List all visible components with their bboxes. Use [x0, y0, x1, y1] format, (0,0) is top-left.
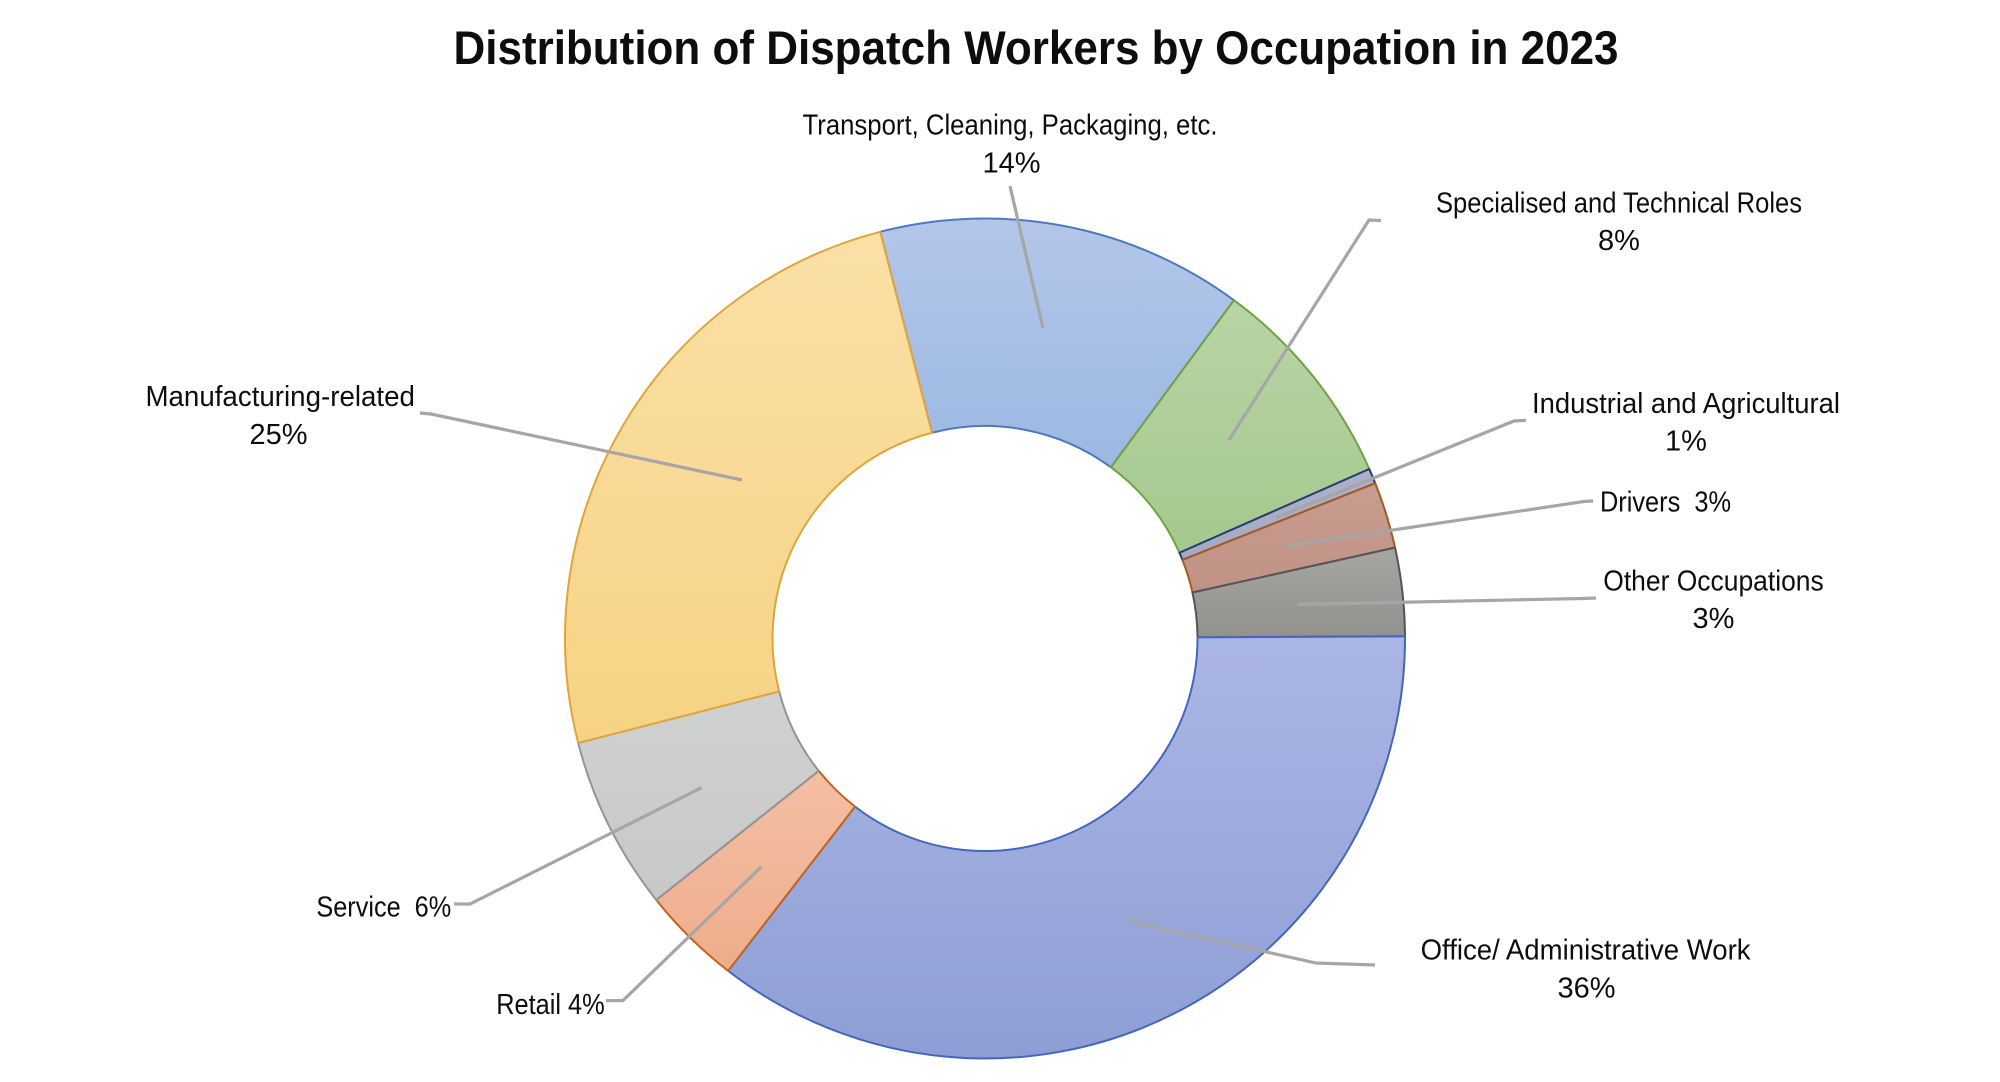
svg-text:8%: 8% [1598, 225, 1640, 257]
svg-text:Specialised and Technical Role: Specialised and Technical Roles [1436, 188, 1802, 220]
svg-text:Industrial and Agricultural: Industrial and Agricultural [1532, 388, 1840, 420]
svg-text:1%: 1% [1665, 426, 1707, 458]
svg-text:3%: 3% [1693, 603, 1735, 635]
svg-text:Transport, Cleaning, Packaging: Transport, Cleaning, Packaging, etc. [803, 109, 1218, 141]
svg-text:Office/ Administrative Work: Office/ Administrative Work [1421, 934, 1751, 966]
svg-text:Distribution of Dispatch Worke: Distribution of Dispatch Workers by Occu… [454, 21, 1619, 74]
svg-text:Retail 4%: Retail 4% [496, 989, 605, 1021]
svg-text:Manufacturing-related: Manufacturing-related [145, 381, 415, 413]
svg-text:Drivers 3%: Drivers 3% [1600, 487, 1731, 519]
svg-text:36%: 36% [1557, 972, 1615, 1004]
svg-text:14%: 14% [982, 148, 1040, 180]
svg-text:Other Occupations: Other Occupations [1603, 566, 1824, 598]
svg-text:25%: 25% [249, 419, 307, 451]
svg-text:Service 6%: Service 6% [316, 891, 451, 923]
